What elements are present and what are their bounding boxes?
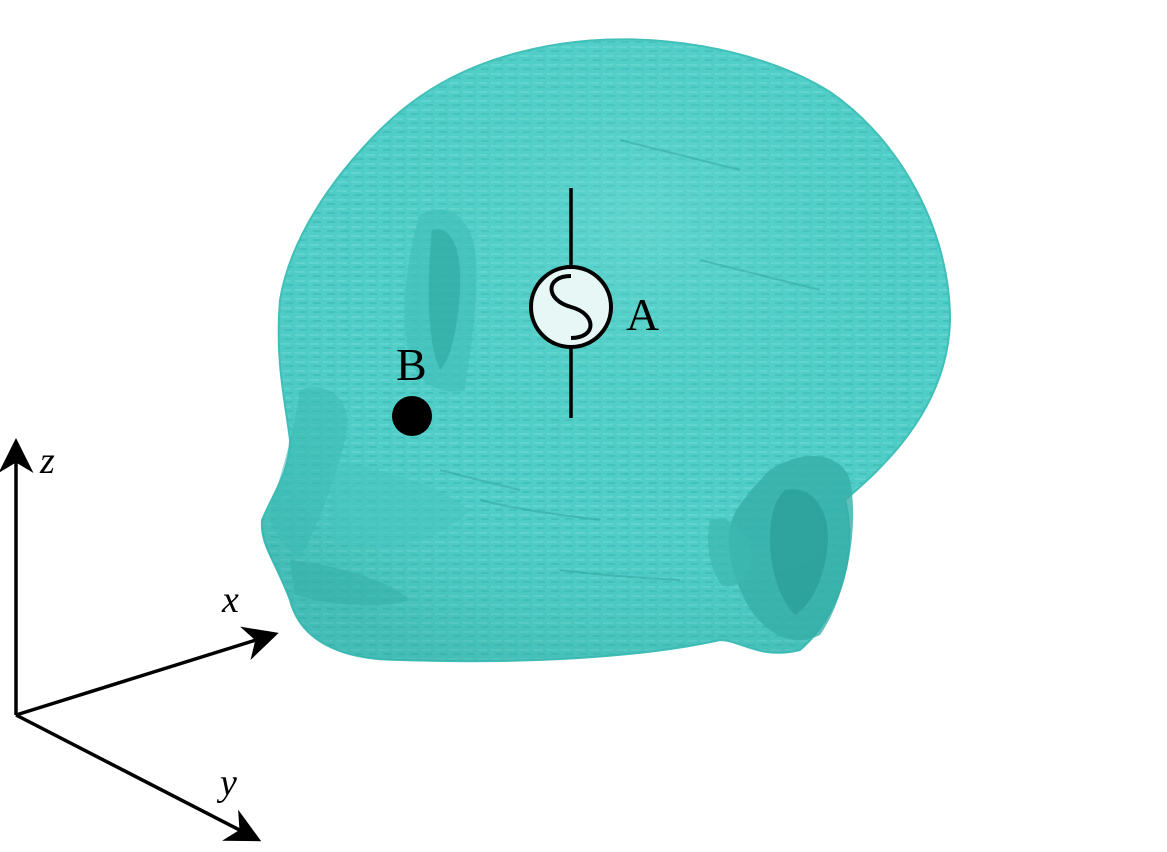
source-a: A: [529, 188, 659, 418]
dot-marker-icon: [392, 396, 432, 436]
x-axis-arrow: [15, 626, 279, 717]
mouth-region: [290, 560, 410, 606]
sine-wave-icon: [549, 274, 593, 340]
point-b: B: [392, 339, 432, 436]
ear-inner: [770, 489, 828, 615]
eye-inner: [428, 229, 461, 370]
head-mesh: [260, 38, 952, 663]
y-axis-arrow: [15, 713, 262, 842]
cheek-region: [330, 460, 470, 549]
coordinate-axes: [0, 438, 279, 842]
z-axis-label: z: [39, 440, 55, 482]
point-label: B: [396, 339, 427, 390]
nose-region: [268, 387, 348, 560]
ear-lobe: [708, 519, 752, 587]
y-axis-label: y: [216, 762, 237, 804]
source-label: A: [626, 289, 659, 340]
x-axis-label: x: [221, 579, 239, 621]
surface-streaks: [439, 139, 821, 581]
